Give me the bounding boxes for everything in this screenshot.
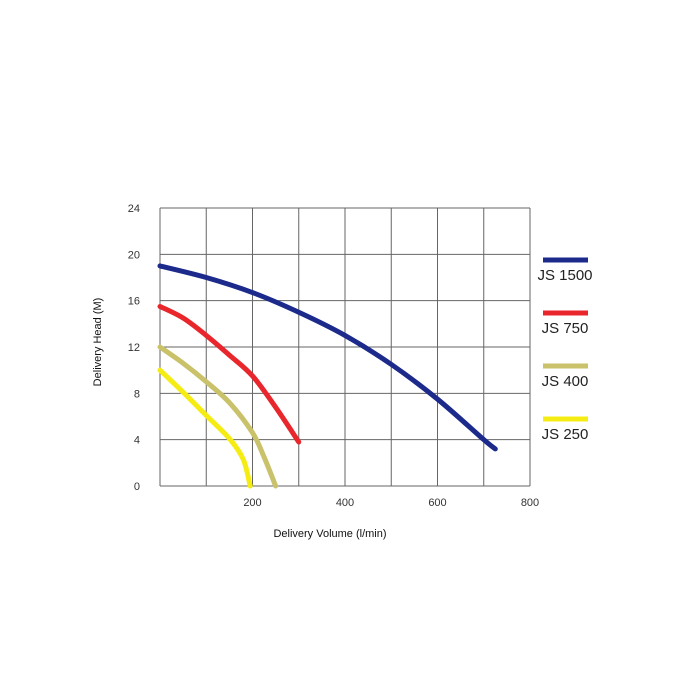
y-tick-label: 8: [134, 388, 140, 400]
tick-labels: 0 4 8 12 16 20 24 200 400 600 800: [128, 203, 539, 509]
y-tick-label: 0: [134, 481, 140, 493]
y-tick-label: 4: [134, 435, 140, 447]
legend-label: JS 400: [542, 373, 589, 390]
grid: [159, 207, 531, 487]
x-axis-label: Delivery Volume (l/min): [273, 528, 386, 540]
legend-label: JS 1500: [537, 267, 592, 284]
x-tick-label: 600: [428, 497, 446, 509]
series-lines: [157, 263, 498, 489]
series-line-js-1500: [157, 263, 498, 452]
series-line-js-750: [157, 303, 302, 445]
legend-label: JS 750: [542, 320, 589, 337]
y-tick-label: 12: [128, 342, 140, 354]
legend-label: JS 250: [542, 426, 589, 443]
y-tick-label: 20: [128, 249, 140, 261]
x-tick-label: 200: [243, 497, 261, 509]
y-tick-label: 16: [128, 296, 140, 308]
x-tick-label: 400: [336, 497, 354, 509]
y-axis-label: Delivery Head (M): [92, 298, 104, 387]
series-line-js-400: [157, 344, 279, 489]
series-line-js-250: [157, 367, 253, 489]
x-tick-label: 800: [521, 497, 539, 509]
legend: JS 1500 JS 750 JS 400 JS 250: [537, 257, 593, 443]
y-tick-label: 24: [128, 203, 140, 215]
